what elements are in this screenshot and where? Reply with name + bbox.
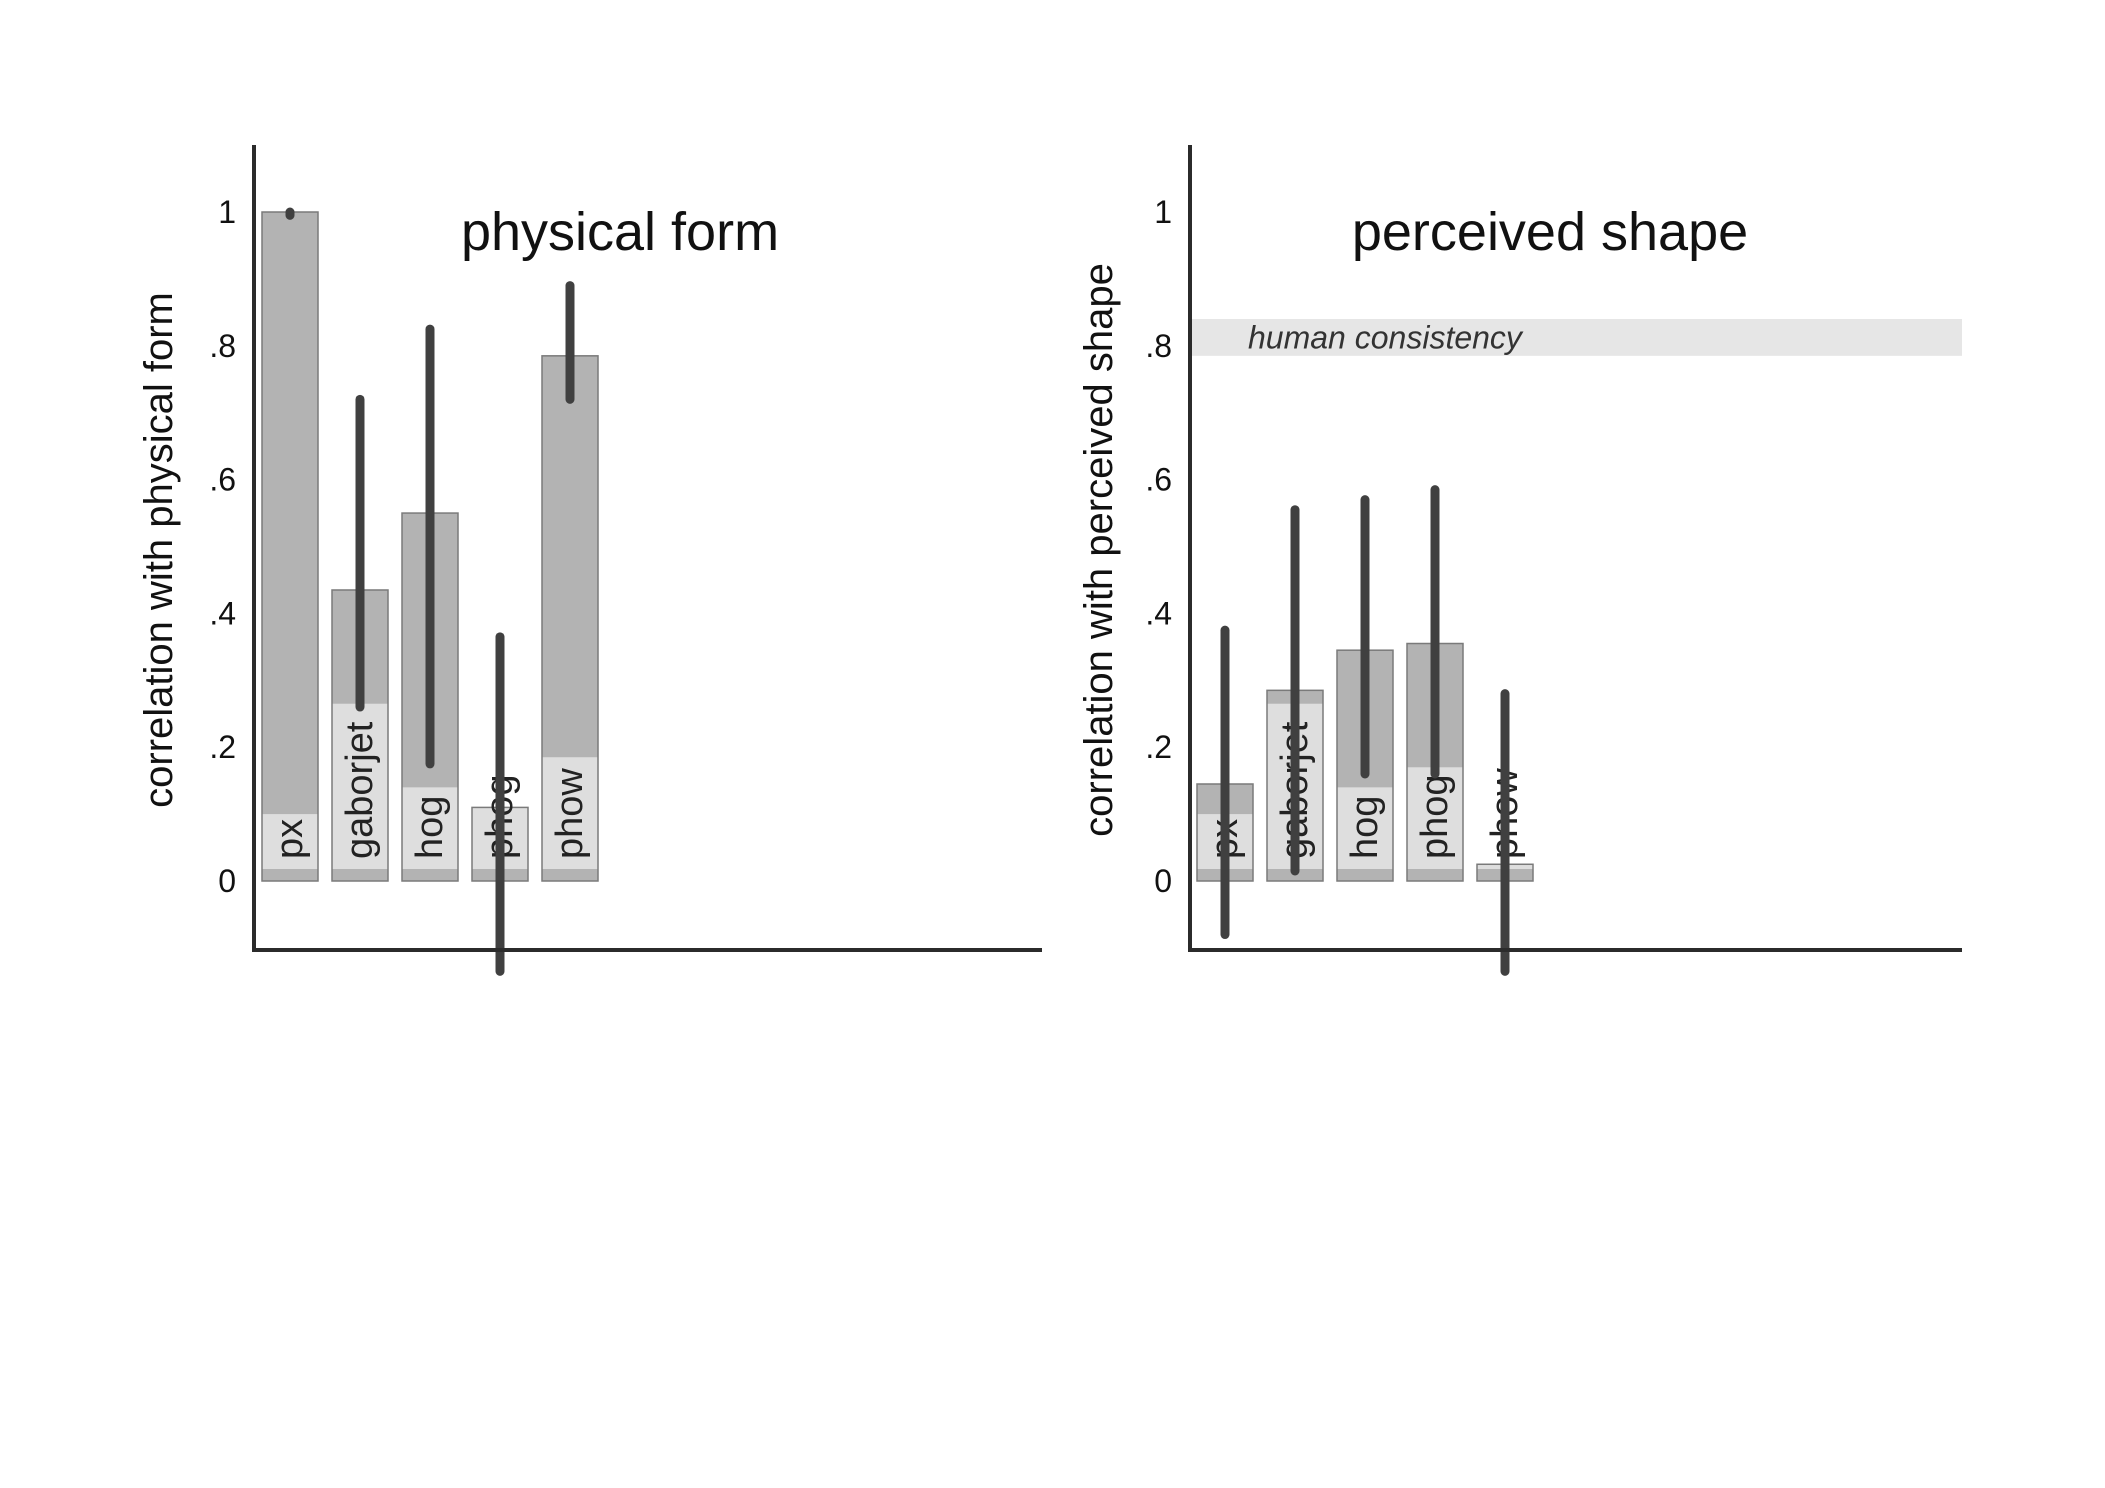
tick-label-phow: phow <box>549 768 591 859</box>
chart-title: perceived shape <box>1352 202 1748 262</box>
y-tick-label: .2 <box>209 729 236 765</box>
y-tick-label: 0 <box>218 863 236 899</box>
chart-title: physical form <box>461 202 779 262</box>
tick-label-hog: hog <box>1344 796 1386 859</box>
bar-inner-phow <box>542 757 598 881</box>
y-tick-label: .8 <box>1145 328 1172 364</box>
y-axis-label: correlation with perceived shape <box>1077 263 1121 837</box>
tick-label-phog: phog <box>1414 774 1456 859</box>
tick-label-hog: hog <box>409 796 451 859</box>
y-tick-label: .4 <box>209 595 236 631</box>
tick-label-gaborjet: gaborjet <box>339 721 381 859</box>
bar-inner-phog <box>1407 767 1463 881</box>
bar-base-phow <box>542 869 598 881</box>
y-tick-label: .2 <box>1145 729 1172 765</box>
bar-base-hog <box>1337 869 1393 881</box>
bar-inner-gaborjet <box>332 703 388 881</box>
bar-inner-hog <box>1337 787 1393 881</box>
bar-base-px <box>262 869 318 881</box>
y-tick-label: 1 <box>1154 194 1172 230</box>
bar-px <box>262 212 318 881</box>
bar-base-phog <box>1407 869 1463 881</box>
reference-band <box>1192 319 1962 356</box>
y-tick-label: .6 <box>209 462 236 498</box>
bar-base-hog <box>402 869 458 881</box>
bar-inner-hog <box>402 787 458 881</box>
tick-label-px: px <box>269 819 311 859</box>
y-tick-label: 1 <box>218 194 236 230</box>
y-tick-label: .6 <box>1145 462 1172 498</box>
y-tick-label: .8 <box>209 328 236 364</box>
reference-band-label: human consistency <box>1248 319 1524 355</box>
y-tick-label: 0 <box>1154 863 1172 899</box>
y-tick-label: .4 <box>1145 595 1172 631</box>
chart-perceived-shape: human consistencypxgaborjethogphogphow0.… <box>1077 145 1962 976</box>
chart-physical-form: pxgaborjethogphogphow0.2.4.6.81physical … <box>137 145 1042 976</box>
bar-base-gaborjet <box>332 869 388 881</box>
y-axis-label: correlation with physical form <box>137 292 181 808</box>
